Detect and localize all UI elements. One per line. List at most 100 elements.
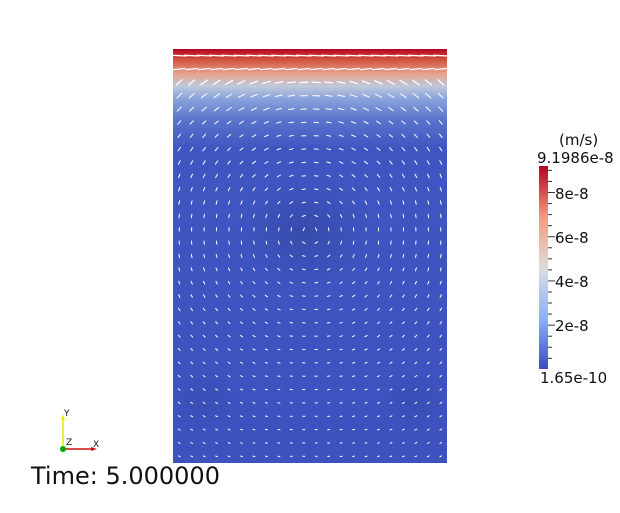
velocity-glyph xyxy=(252,160,256,165)
velocity-glyph xyxy=(263,121,269,124)
velocity-glyph xyxy=(376,120,381,125)
velocity-glyph xyxy=(414,361,418,365)
velocity-glyph xyxy=(351,161,356,164)
orientation-axes xyxy=(60,414,97,452)
velocity-glyph xyxy=(289,308,294,311)
velocity-glyph xyxy=(427,307,430,312)
velocity-glyph xyxy=(376,334,381,338)
velocity-glyph xyxy=(265,254,268,258)
velocity-glyph xyxy=(389,428,393,431)
velocity-glyph xyxy=(215,254,218,258)
velocity-glyph xyxy=(426,120,431,125)
velocity-glyph xyxy=(210,67,223,71)
velocity-glyph xyxy=(251,147,257,151)
velocity-glyph xyxy=(225,93,233,98)
velocity-glyph xyxy=(277,268,281,271)
velocity-glyph xyxy=(190,455,194,458)
velocity-glyph xyxy=(314,188,319,190)
velocity-glyph xyxy=(314,255,319,257)
velocity-glyph xyxy=(401,173,405,178)
velocity-glyph xyxy=(277,254,281,258)
velocity-glyph xyxy=(276,148,282,151)
velocity-glyph xyxy=(326,201,331,204)
velocity-glyph xyxy=(183,54,200,57)
velocity-glyph xyxy=(288,134,294,137)
velocity-glyph xyxy=(271,54,287,57)
velocity-glyph xyxy=(327,214,331,218)
velocity-glyph xyxy=(203,213,205,219)
velocity-glyph xyxy=(178,294,181,298)
velocity-glyph xyxy=(221,54,237,57)
velocity-glyph xyxy=(264,174,269,178)
velocity-glyph xyxy=(286,81,296,84)
velocity-glyph xyxy=(215,442,218,444)
velocity-glyph xyxy=(377,428,380,431)
velocity-glyph xyxy=(215,415,218,418)
velocity-glyph xyxy=(352,213,355,218)
velocity-glyph xyxy=(187,79,196,86)
velocity-glyph xyxy=(375,107,382,111)
velocity-glyph xyxy=(190,348,194,351)
velocity-glyph xyxy=(315,227,318,232)
velocity-glyph xyxy=(427,321,430,325)
velocity-glyph xyxy=(297,67,311,71)
velocity-glyph xyxy=(351,174,356,178)
velocity-glyph xyxy=(334,67,348,71)
velocity-glyph xyxy=(377,267,380,272)
velocity-glyph xyxy=(190,321,193,325)
velocity-glyph xyxy=(439,334,443,338)
velocity-glyph xyxy=(196,54,212,57)
velocity-glyph xyxy=(189,120,194,125)
velocity-glyph xyxy=(364,335,368,338)
velocity-glyph xyxy=(252,321,256,324)
velocity-glyph xyxy=(277,321,281,324)
velocity-glyph xyxy=(426,361,430,365)
velocity-glyph xyxy=(439,441,443,444)
velocity-glyph xyxy=(352,375,356,377)
velocity-glyph xyxy=(202,160,206,165)
velocity-glyph xyxy=(389,321,393,325)
velocity-glyph xyxy=(253,240,255,245)
colorbar-max-label: 9.1986e-8 xyxy=(537,149,614,167)
velocity-glyph xyxy=(190,200,193,205)
velocity-glyph xyxy=(427,173,430,179)
velocity-glyph xyxy=(326,161,331,164)
velocity-glyph xyxy=(414,401,418,404)
velocity-glyph xyxy=(239,160,244,165)
velocity-glyph xyxy=(400,93,407,99)
velocity-glyph xyxy=(352,308,356,311)
velocity-glyph xyxy=(227,281,231,285)
velocity-glyph xyxy=(177,415,181,418)
velocity-glyph xyxy=(252,335,256,338)
velocity-glyph xyxy=(352,348,356,351)
velocity-glyph xyxy=(289,254,293,258)
velocity-glyph xyxy=(177,428,181,431)
velocity-glyph xyxy=(351,134,356,138)
velocity-glyph xyxy=(413,120,418,125)
velocity-glyph xyxy=(215,388,219,391)
velocity-glyph xyxy=(339,254,343,258)
velocity-glyph xyxy=(414,187,418,192)
velocity-glyph xyxy=(377,281,380,285)
velocity-glyph xyxy=(215,348,219,351)
velocity-glyph xyxy=(439,280,442,285)
velocity-glyph xyxy=(177,334,181,338)
velocity-glyph xyxy=(414,428,418,431)
velocity-glyph xyxy=(327,240,330,245)
velocity-glyph xyxy=(414,334,418,338)
velocity-glyph xyxy=(377,213,380,219)
velocity-glyph xyxy=(402,307,405,311)
velocity-glyph xyxy=(265,267,268,271)
y-axis-tip xyxy=(61,414,65,420)
velocity-glyph xyxy=(215,294,218,298)
velocity-glyph xyxy=(351,321,356,324)
velocity-glyph xyxy=(402,428,405,431)
velocity-glyph xyxy=(264,134,269,138)
velocity-glyph xyxy=(247,67,261,71)
velocity-glyph xyxy=(288,108,295,110)
velocity-glyph xyxy=(389,307,393,311)
velocity-glyph xyxy=(289,201,294,204)
velocity-glyph xyxy=(189,106,195,112)
velocity-glyph xyxy=(289,161,294,164)
